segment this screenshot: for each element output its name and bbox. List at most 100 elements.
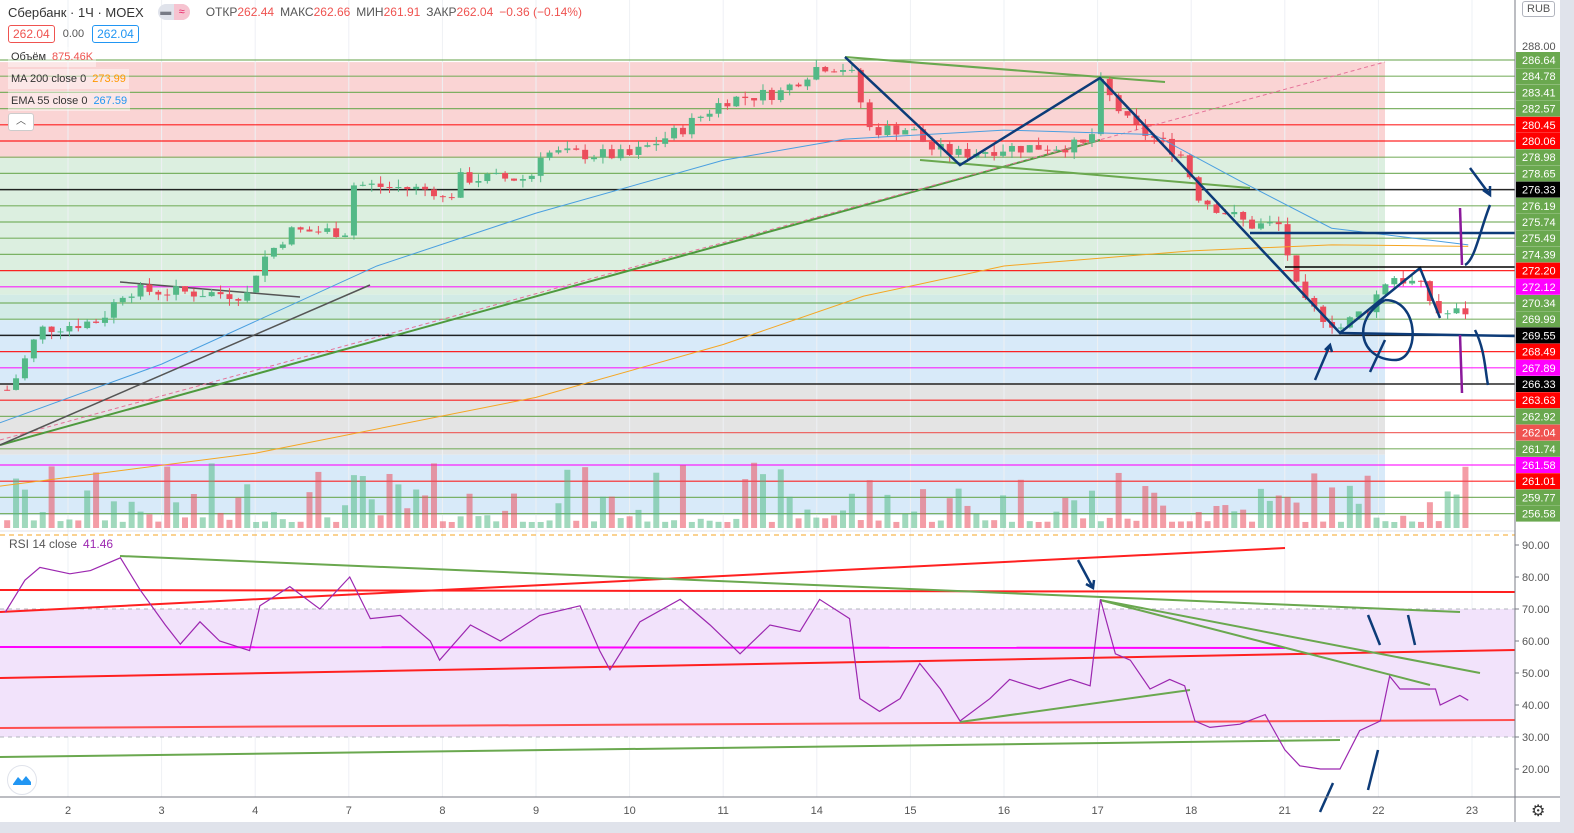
- rsi-trend-line[interactable]: [959, 689, 1191, 723]
- arrow-icon: [1313, 342, 1334, 381]
- trend-line[interactable]: [844, 56, 1166, 83]
- volume-bar: [324, 517, 331, 528]
- price-label[interactable]: 256.58: [1522, 509, 1556, 521]
- trend-line[interactable]: [119, 281, 301, 298]
- price-label-bg: [1516, 149, 1560, 166]
- price-label[interactable]: 275.74: [1522, 217, 1556, 229]
- volume-bar: [235, 497, 242, 528]
- ema-legend[interactable]: EMA 55 close 0 267.59: [8, 91, 131, 111]
- rsi-trend-line[interactable]: [1099, 599, 1481, 674]
- trend-line[interactable]: [0, 284, 371, 446]
- rsi-trend-line[interactable]: [0, 739, 1341, 758]
- rsi-trend-line[interactable]: [0, 719, 1516, 729]
- price-label[interactable]: 284.78: [1522, 71, 1556, 83]
- volume-legend[interactable]: Объём 875.46K: [8, 47, 97, 67]
- chart-mode-toggle[interactable]: ▬ ≈: [157, 4, 190, 20]
- price-label[interactable]: 276.19: [1522, 201, 1556, 213]
- price-label[interactable]: 283.41: [1522, 87, 1556, 99]
- price-label[interactable]: 282.57: [1522, 104, 1556, 116]
- candle-body: [591, 157, 598, 160]
- rsi-legend[interactable]: RSI 14 close 41.46: [9, 537, 114, 551]
- collapse-legend-button[interactable]: ︿: [8, 113, 34, 131]
- minus-icon[interactable]: ▬: [160, 6, 172, 18]
- candle-body: [324, 228, 331, 232]
- rsi-tick: 50.00: [1522, 668, 1550, 680]
- price-label[interactable]: 270.34: [1522, 298, 1556, 310]
- currency-badge[interactable]: RUB: [1522, 1, 1556, 17]
- hand-drawn-circle[interactable]: [1362, 298, 1414, 362]
- trend-line-dashed[interactable]: [0, 61, 1386, 441]
- zone-background: [0, 382, 1385, 455]
- rsi-trend-line[interactable]: [0, 547, 1286, 613]
- volume-bar: [511, 493, 518, 528]
- rsi-trend-line[interactable]: [0, 649, 1516, 679]
- volume-bar: [1409, 521, 1416, 528]
- candle-body: [253, 275, 260, 293]
- trend-line[interactable]: [0, 139, 1101, 446]
- ma-legend[interactable]: MA 200 close 0 273.99: [8, 69, 129, 89]
- volume-bar: [591, 521, 598, 528]
- candle-body: [306, 229, 313, 232]
- rsi-tick: 40.00: [1522, 700, 1550, 712]
- volume-bar: [1382, 521, 1389, 528]
- price-label[interactable]: 269.55: [1522, 330, 1556, 342]
- price-label[interactable]: 272.20: [1522, 266, 1556, 278]
- rsi-trend-line[interactable]: [119, 555, 1461, 613]
- settings-gear-icon[interactable]: ⚙: [1531, 803, 1546, 820]
- volume-bar: [1106, 517, 1113, 528]
- arrow-icon: [1368, 339, 1387, 373]
- price-label[interactable]: 275.49: [1522, 233, 1556, 245]
- buy-price-button[interactable]: 262.04: [92, 25, 139, 43]
- price-label[interactable]: 276.33: [1522, 185, 1556, 197]
- price-label[interactable]: 263.63: [1522, 395, 1556, 407]
- candle-body: [413, 186, 420, 190]
- candle-body: [573, 148, 580, 150]
- price-label[interactable]: 278.98: [1522, 152, 1556, 164]
- rsi-line: [4, 557, 1469, 770]
- price-label[interactable]: 261.74: [1522, 444, 1556, 456]
- price-label[interactable]: 261.58: [1522, 460, 1556, 472]
- price-label[interactable]: 262.04: [1522, 428, 1556, 440]
- tradingview-logo-icon[interactable]: [7, 765, 37, 795]
- volume-bar: [928, 521, 935, 528]
- price-label-bg: [1516, 327, 1560, 344]
- volume-bar: [911, 511, 918, 528]
- price-label[interactable]: 262.92: [1522, 411, 1556, 423]
- volume-bar: [199, 517, 206, 528]
- candle-body: [742, 96, 749, 99]
- candle-body: [101, 317, 108, 323]
- candle-body: [333, 228, 340, 237]
- price-label[interactable]: 266.33: [1522, 379, 1556, 391]
- rsi-level-line[interactable]: [0, 589, 1516, 593]
- symbol-title[interactable]: Сбербанк · 1Ч · MOEX: [8, 4, 144, 20]
- hand-drawn-line[interactable]: [1339, 331, 1516, 338]
- price-label[interactable]: 272.12: [1522, 282, 1556, 294]
- rsi-level-line[interactable]: [0, 646, 1286, 649]
- wave-icon[interactable]: ≈: [173, 4, 190, 20]
- candle-body: [777, 90, 784, 100]
- rsi-tick: 30.00: [1522, 732, 1550, 744]
- time-tick: 22: [1372, 805, 1384, 817]
- price-label[interactable]: 268.49: [1522, 347, 1556, 359]
- price-label[interactable]: 274.39: [1522, 249, 1556, 261]
- bottom-border: [0, 822, 1560, 833]
- volume-bar: [688, 521, 695, 528]
- trend-line[interactable]: [919, 159, 1251, 189]
- arrow-icon: [1076, 559, 1096, 591]
- price-label[interactable]: 269.99: [1522, 314, 1556, 326]
- price-label[interactable]: 286.64: [1522, 55, 1556, 67]
- rsi-trend-line[interactable]: [1099, 599, 1431, 686]
- price-label[interactable]: 278.65: [1522, 168, 1556, 180]
- price-tick: 288.00: [1522, 41, 1556, 53]
- candle-body: [155, 291, 162, 295]
- price-label[interactable]: 280.45: [1522, 120, 1556, 132]
- sell-price-button[interactable]: 262.04: [8, 25, 55, 43]
- hand-drawn-pattern[interactable]: [844, 56, 1442, 335]
- price-label[interactable]: 259.77: [1522, 492, 1556, 504]
- price-label[interactable]: 280.06: [1522, 136, 1556, 148]
- volume-bar: [902, 513, 909, 528]
- price-label[interactable]: 267.89: [1522, 363, 1556, 375]
- price-label[interactable]: 261.01: [1522, 476, 1556, 488]
- candle-body: [1453, 308, 1460, 314]
